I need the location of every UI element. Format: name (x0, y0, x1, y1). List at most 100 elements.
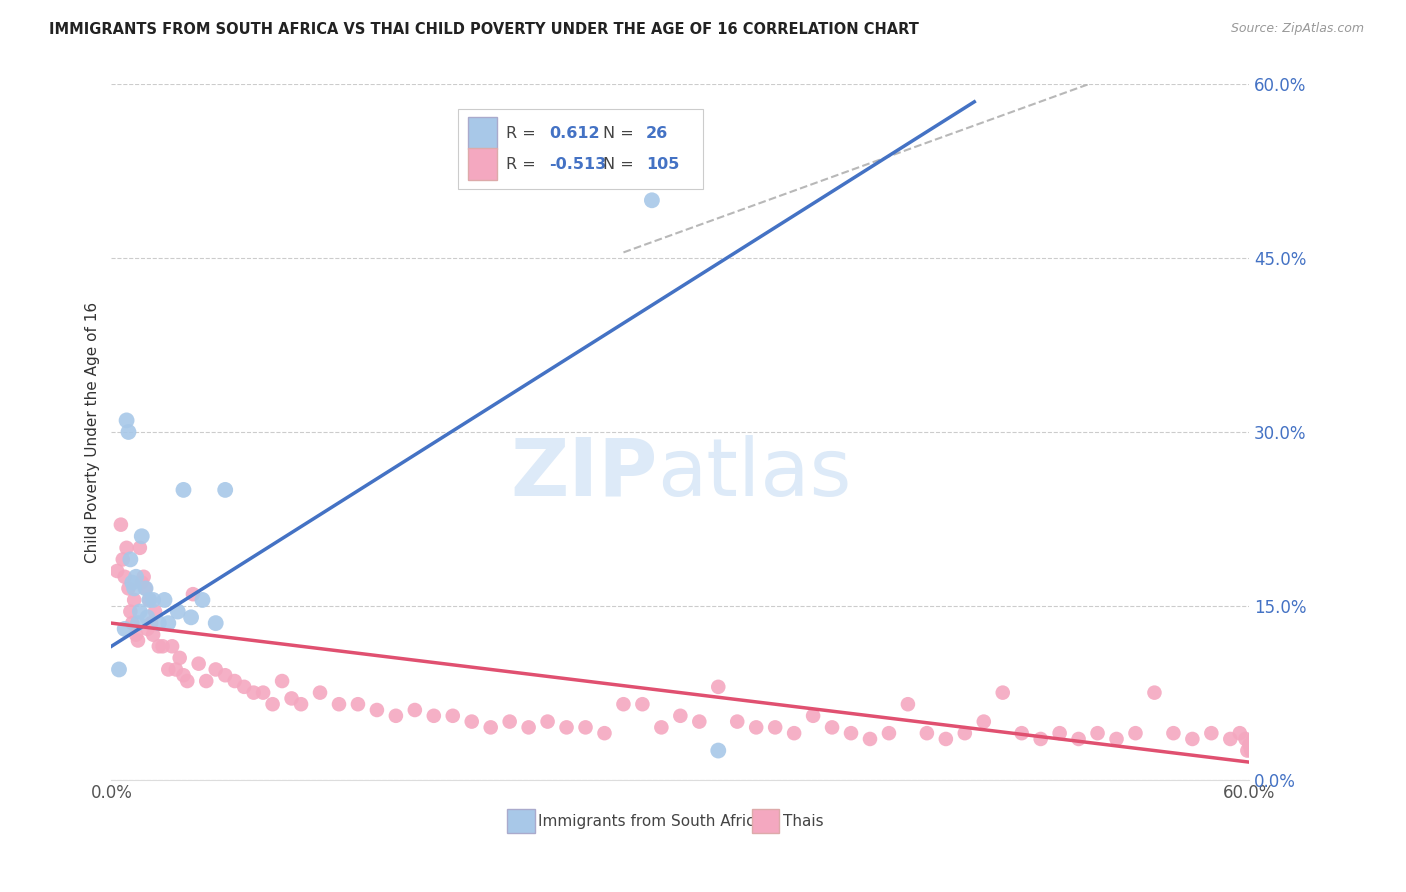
Point (157, 616, 180, 631)
Point (280, 691, 302, 706)
Point (214, 668, 236, 682)
Point (121, 616, 143, 631)
Point (1105, 731, 1128, 746)
Point (115, 541, 138, 555)
Point (135, 582, 157, 596)
Point (110, 517, 132, 532)
Point (1261, 738, 1284, 752)
Point (252, 685, 274, 699)
Text: N =: N = (603, 157, 638, 172)
Point (120, 552, 142, 566)
FancyBboxPatch shape (752, 809, 779, 833)
Point (1272, 743, 1295, 757)
FancyBboxPatch shape (468, 117, 498, 149)
Point (309, 685, 332, 699)
Point (821, 720, 844, 734)
Point (117, 582, 139, 596)
Text: R =: R = (506, 126, 541, 141)
Point (915, 726, 938, 740)
Point (181, 587, 204, 601)
Point (783, 726, 806, 740)
Point (165, 663, 187, 677)
Point (1087, 726, 1109, 740)
Point (1011, 726, 1033, 740)
Point (138, 593, 160, 607)
Point (1163, 726, 1185, 740)
Point (1267, 743, 1289, 757)
Point (195, 674, 218, 689)
Point (1241, 731, 1264, 746)
Point (127, 616, 149, 631)
Point (877, 726, 900, 740)
Point (328, 697, 350, 711)
Point (385, 708, 408, 723)
Point (135, 582, 157, 596)
Point (1253, 738, 1275, 752)
Point (160, 640, 183, 654)
Point (1234, 731, 1257, 746)
Point (122, 582, 145, 596)
Point (131, 575, 153, 590)
Point (117, 425, 139, 439)
Point (153, 593, 176, 607)
Point (138, 593, 160, 607)
Point (688, 714, 710, 729)
Point (128, 605, 150, 619)
Point (142, 593, 165, 607)
Point (176, 674, 198, 689)
Point (641, 194, 664, 208)
Point (148, 640, 170, 654)
Point (128, 541, 150, 555)
Point (859, 731, 882, 746)
Point (290, 697, 312, 711)
Point (1240, 743, 1263, 757)
Point (404, 703, 426, 717)
Point (105, 564, 128, 578)
Point (115, 413, 138, 427)
Text: -0.513: -0.513 (550, 157, 607, 172)
Point (114, 570, 136, 584)
Point (136, 622, 159, 636)
Point (839, 726, 862, 740)
Point (1244, 738, 1267, 752)
Point (142, 628, 165, 642)
Y-axis label: Child Poverty Under the Age of 16: Child Poverty Under the Age of 16 (86, 301, 100, 563)
Point (707, 743, 730, 757)
Point (555, 720, 578, 734)
Point (991, 685, 1014, 699)
Point (441, 708, 464, 723)
Point (612, 697, 634, 711)
Point (136, 610, 159, 624)
Point (191, 593, 214, 607)
Point (707, 680, 730, 694)
Point (172, 668, 194, 682)
Text: IMMIGRANTS FROM SOUTH AFRICA VS THAI CHILD POVERTY UNDER THE AGE OF 16 CORRELATI: IMMIGRANTS FROM SOUTH AFRICA VS THAI CHI… (49, 22, 920, 37)
Point (141, 616, 163, 631)
Point (122, 593, 145, 607)
Point (1143, 685, 1166, 699)
Point (725, 714, 748, 729)
Point (1067, 731, 1090, 746)
Text: 26: 26 (647, 126, 668, 141)
Text: Source: ZipAtlas.com: Source: ZipAtlas.com (1230, 22, 1364, 36)
Point (1236, 743, 1258, 757)
Point (801, 708, 824, 723)
Point (763, 720, 786, 734)
Point (953, 726, 976, 740)
Point (669, 708, 692, 723)
Text: atlas: atlas (658, 434, 852, 513)
Point (111, 552, 134, 566)
Point (169, 651, 191, 665)
Point (1239, 738, 1261, 752)
Text: Thais: Thais (783, 814, 824, 829)
Point (1219, 731, 1241, 746)
Point (973, 714, 995, 729)
Point (108, 663, 131, 677)
Text: ZIP: ZIP (510, 434, 658, 513)
Point (224, 674, 246, 689)
Point (242, 685, 264, 699)
Point (1049, 726, 1071, 740)
Point (536, 714, 558, 729)
Point (204, 616, 226, 631)
Point (125, 570, 148, 584)
